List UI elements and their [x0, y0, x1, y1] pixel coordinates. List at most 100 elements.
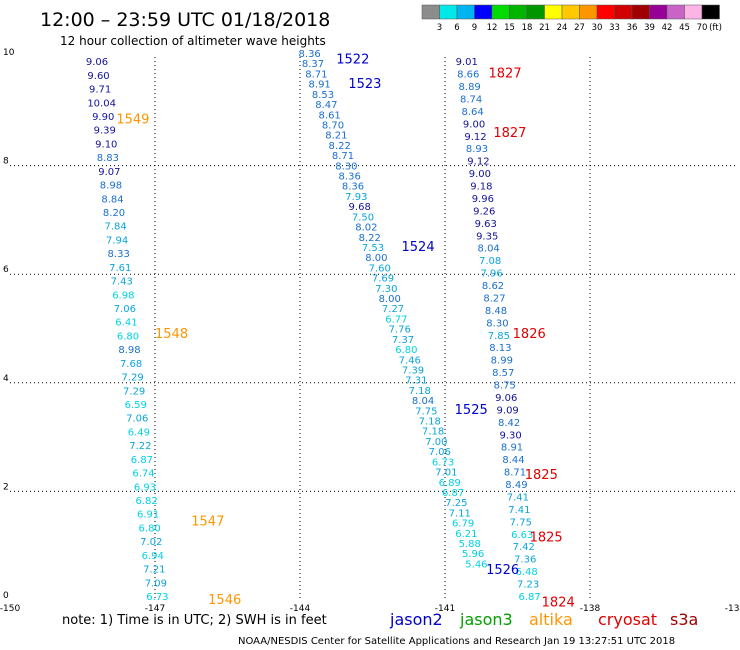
- wave-height-value: 6.98: [112, 290, 134, 301]
- colorbar-swatch: [701, 4, 720, 20]
- wave-height-value: 6.73: [432, 457, 454, 468]
- colorbar-tick-label: 9: [472, 23, 477, 33]
- wave-height-value: 7.29: [121, 373, 143, 384]
- colorbar-tick-label: 3: [437, 23, 442, 33]
- pass-number-label: 1827: [493, 126, 526, 141]
- y-tick-label: 8: [3, 157, 9, 167]
- wave-height-value: 9.30: [499, 430, 521, 441]
- wave-height-value: 7.75: [510, 517, 532, 528]
- colorbar-tick-label: 30: [592, 23, 603, 33]
- wave-height-value: 7.94: [106, 235, 128, 246]
- pass-labels: 1522 1523 1524 1525 1526 1549 1548 1547 1546 1827…: [116, 53, 574, 611]
- wave-height-value: 8.00: [365, 253, 387, 264]
- note-text: note: 1) Time is in UTC; 2) SWH is in fe…: [62, 613, 327, 628]
- axis-ticks: -150 -147 -144 -141 -138 -135 0 2 4 6 8 10: [0, 48, 740, 614]
- wave-height-value: 7.25: [445, 498, 467, 509]
- wave-height-value: 6.87: [131, 455, 153, 466]
- wave-height-value: 9.00: [463, 119, 485, 130]
- colorbar-swatch: [474, 4, 493, 20]
- pass-number-label: 1524: [402, 240, 435, 255]
- wave-height-value: 8.20: [103, 208, 125, 219]
- colorbar-tick-label: 39: [644, 23, 655, 33]
- pass-number-label: 1546: [208, 593, 241, 608]
- wave-height-value: 6.79: [452, 519, 474, 530]
- wave-height-value: 8.66: [457, 70, 479, 81]
- wave-height-value: 7.50: [352, 212, 374, 223]
- wave-height-value: 8.04: [412, 396, 434, 407]
- wave-height-value: 6.87: [518, 592, 540, 603]
- pass-number-label: 1827: [489, 66, 522, 81]
- wave-height-value: 7.41: [507, 492, 529, 503]
- wave-height-value: 9.18: [470, 182, 492, 193]
- wave-height-value: 6.89: [439, 478, 461, 489]
- x-tick-label: -141: [435, 604, 455, 614]
- wave-height-value: 7.42: [513, 542, 535, 553]
- wave-height-value: 7.29: [123, 386, 145, 397]
- colorbar-swatch: [561, 4, 580, 20]
- y-tick-label: 0: [3, 591, 9, 601]
- wave-height-value: 7.31: [405, 376, 427, 387]
- wave-height-value: 8.89: [459, 82, 481, 93]
- wave-height-value: 10.04: [87, 98, 116, 109]
- wave-height-value: 9.07: [98, 167, 120, 178]
- wave-height-value: 8.62: [482, 281, 504, 292]
- wave-height-value: 6.91: [137, 510, 159, 521]
- wave-height-value: 7.53: [362, 243, 384, 254]
- wave-height-value: 8.30: [486, 318, 508, 329]
- y-tick-label: 10: [3, 48, 15, 58]
- wave-height-value: 6.73: [146, 592, 168, 603]
- y-tick-label: 6: [3, 265, 9, 275]
- wave-height-value: 7.30: [375, 284, 397, 295]
- wave-height-value: 7.21: [143, 565, 165, 576]
- wave-height-value: 8.44: [502, 455, 524, 466]
- legend-entry-cryosat: cryosat: [598, 610, 657, 629]
- wave-height-value: 7.68: [120, 359, 142, 370]
- wave-height-value: 7.23: [517, 580, 539, 591]
- wave-height-value: 7.09: [145, 578, 167, 589]
- wave-height-value: 6.63: [511, 530, 533, 541]
- wave-height-value: 8.71: [305, 69, 327, 80]
- pass-number-label: 1525: [455, 403, 488, 418]
- wave-height-value: 7.75: [415, 406, 437, 417]
- pass-number-label: 1523: [348, 77, 381, 92]
- wave-height-value: 7.41: [508, 505, 530, 516]
- colorbar-swatch: [421, 4, 440, 20]
- wave-height-value: 8.64: [461, 107, 483, 118]
- pass-number-label: 1548: [155, 327, 188, 342]
- wave-height-value: 8.30: [335, 161, 357, 172]
- wave-height-value: 9.12: [467, 157, 489, 168]
- wave-height-value: 8.22: [329, 141, 351, 152]
- pass-number-label: 1826: [513, 327, 546, 342]
- wave-height-value: 7.84: [104, 222, 126, 233]
- x-tick-label: -135: [725, 604, 740, 614]
- wave-height-value: 7.60: [369, 263, 391, 274]
- wave-height-value: 5.96: [462, 549, 484, 560]
- wave-height-value: 8.04: [478, 244, 500, 255]
- wave-height-value: 7.93: [345, 192, 367, 203]
- wave-height-value: 8.84: [101, 194, 123, 205]
- wave-height-value: 9.26: [473, 206, 495, 217]
- wave-height-value: 8.91: [501, 443, 523, 454]
- wave-height-value: 9.39: [94, 126, 116, 137]
- colorbar-tick-label: 24: [557, 23, 568, 33]
- wave-height-value: 6.80: [395, 345, 417, 356]
- wave-height-value: 8.98: [100, 181, 122, 192]
- legend-entry-jason3: jason3: [459, 610, 513, 629]
- wave-height-value: 9.71: [89, 85, 111, 96]
- wave-height-value: 6.41: [115, 318, 137, 329]
- pass-number-label: 1825: [530, 531, 563, 546]
- legend-entry-altika: altika: [529, 610, 573, 629]
- wave-height-value: 8.70: [322, 120, 344, 131]
- colorbar-tick-label: 15: [504, 23, 515, 33]
- wave-height-value: 7.18: [422, 427, 444, 438]
- wave-height-value: 6.80: [139, 523, 161, 534]
- wave-height-value: 7.43: [111, 277, 133, 288]
- wave-height-value: 7.36: [514, 555, 536, 566]
- wave-height-value: 7.18: [409, 386, 431, 397]
- wave-height-value: 7.08: [479, 256, 501, 267]
- wave-height-value: 6.94: [142, 551, 164, 562]
- colorbar-swatch: [596, 4, 615, 20]
- colorbar-legend: 3 6 9 12 15 18 21 24 27 30 33 36 39 42 45 70 (ft): [421, 4, 722, 33]
- colorbar-unit: (ft): [709, 23, 722, 33]
- colorbar-tick-label: 27: [574, 23, 585, 33]
